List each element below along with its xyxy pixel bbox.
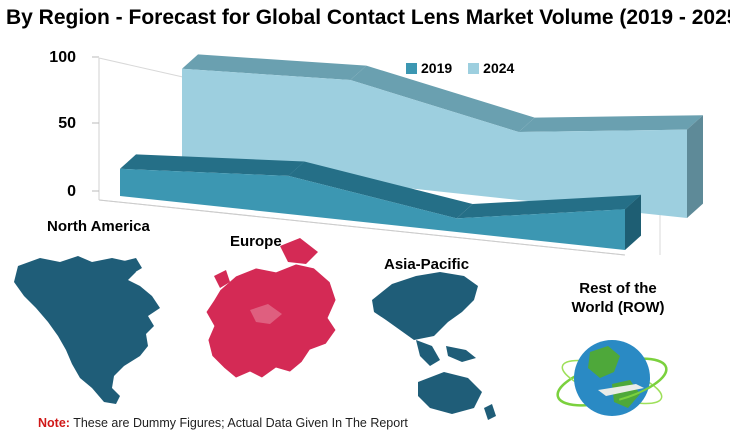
- series-group: [120, 54, 703, 250]
- series-2019-side: [625, 194, 641, 250]
- series-2024-top-segment-2: [518, 115, 703, 132]
- footnote: Note: These are Dummy Figures; Actual Da…: [38, 416, 408, 430]
- series-2019-top-segment-2: [456, 194, 641, 219]
- footnote-text: These are Dummy Figures; Actual Data Giv…: [69, 416, 408, 430]
- series-2024-top-segment-0: [182, 54, 367, 80]
- chart-title: By Region - Forecast for Global Contact …: [6, 6, 730, 29]
- legend-swatch-2019: [406, 62, 417, 74]
- legend-swatch-2024: [468, 62, 480, 74]
- region-label-row: Rest of the World (ROW): [566, 279, 670, 317]
- legend-item-2024: 2024: [468, 60, 514, 76]
- legend-label-2019: 2019: [421, 60, 453, 76]
- region-label-north-america: North America: [47, 218, 150, 235]
- y-tick-labels: 0 50 100: [49, 49, 76, 200]
- footnote-label: Note:: [38, 416, 70, 430]
- y-tick-label-50: 50: [58, 115, 76, 132]
- series-2019-top-segment-0: [120, 154, 305, 176]
- europe-map-icon: [205, 238, 337, 379]
- gridlines: [92, 56, 99, 192]
- region-label-row-line2: World (ROW): [571, 299, 665, 316]
- legend-item-2019: 2019: [406, 60, 452, 76]
- y-tick-label-0: 0: [67, 183, 76, 200]
- series-2019-area: [120, 168, 625, 250]
- region-label-asia-pacific: Asia-Pacific: [384, 256, 470, 273]
- x-axis-line: [98, 199, 626, 256]
- series-2024-top-segment-1: [350, 65, 535, 132]
- legend: 2019 2024: [406, 60, 514, 76]
- north-america-map-icon: [14, 256, 160, 404]
- globe-icon: [556, 340, 668, 416]
- series-2019-top-segment-1: [288, 161, 473, 219]
- region-label-europe: Europe: [230, 233, 282, 250]
- series-2024-area: [182, 68, 687, 218]
- y-tick-label-100: 100: [49, 49, 76, 66]
- series-2024-side: [687, 115, 703, 218]
- legend-label-2024: 2024: [483, 60, 515, 76]
- asia-pacific-map-icon: [372, 272, 496, 420]
- region-label-row-line1: Rest of the: [579, 280, 657, 297]
